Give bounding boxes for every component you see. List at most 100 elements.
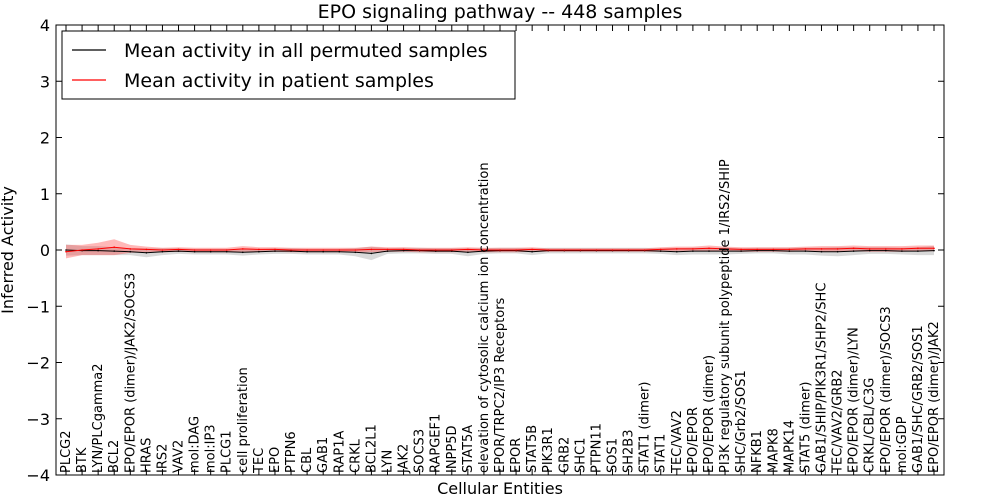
x-category-label: STAT5B bbox=[525, 425, 540, 473]
x-category-label: EPO/EPOR (dimer)/LYN bbox=[847, 327, 862, 473]
point-series-1-15 bbox=[306, 249, 308, 251]
point-series-1-24 bbox=[451, 249, 453, 251]
point-series-0-47 bbox=[820, 250, 823, 253]
point-series-1-1 bbox=[81, 249, 83, 251]
point-series-1-51 bbox=[885, 248, 887, 250]
point-series-1-22 bbox=[418, 249, 421, 251]
point-series-0-24 bbox=[451, 250, 453, 252]
chart-title: EPO signaling pathway -- 448 samples bbox=[318, 1, 683, 23]
x-category-label: GAB1/SHC/GRB2/SOS1 bbox=[911, 325, 926, 473]
x-category-label: CBL bbox=[300, 447, 315, 473]
x-category-label: TEC bbox=[252, 448, 267, 474]
point-series-1-4 bbox=[129, 248, 132, 250]
x-category-label: EPOR/TRPC2/IP3 Receptors bbox=[493, 297, 508, 473]
x-category-label: SOS1 bbox=[606, 438, 621, 473]
x-category-label: BCL2 bbox=[107, 440, 122, 473]
point-series-1-33 bbox=[595, 249, 598, 251]
legend-box bbox=[61, 30, 516, 100]
point-series-0-14 bbox=[290, 250, 292, 252]
x-category-label: CRKL bbox=[348, 438, 363, 473]
x-category-label: elevation of cytosolic calcium ion conce… bbox=[477, 162, 492, 473]
point-series-0-29 bbox=[531, 250, 533, 253]
point-series-1-32 bbox=[579, 249, 582, 251]
point-series-0-20 bbox=[386, 250, 389, 252]
point-series-1-28 bbox=[515, 249, 517, 251]
point-series-1-50 bbox=[868, 248, 871, 250]
x-category-label: PTPN6 bbox=[284, 431, 299, 473]
point-series-1-6 bbox=[161, 249, 164, 251]
x-category-label: BCL2L1 bbox=[364, 424, 379, 473]
point-series-1-48 bbox=[836, 248, 839, 250]
point-series-0-53 bbox=[917, 250, 919, 252]
point-series-0-7 bbox=[177, 250, 180, 252]
point-series-1-29 bbox=[531, 248, 533, 251]
x-category-label: EPO/EPOR (dimer)/JAK2/SOCS3 bbox=[123, 273, 138, 473]
x-category-label: SHC/Grb2/SOS1 bbox=[734, 370, 749, 473]
point-series-1-25 bbox=[467, 248, 469, 251]
x-category-label: MAPK8 bbox=[766, 428, 781, 473]
y-tick-label: 3 bbox=[40, 72, 50, 91]
point-series-0-17 bbox=[338, 250, 341, 253]
point-series-0-5 bbox=[145, 252, 148, 254]
x-category-label: EPO/EPOR bbox=[686, 407, 701, 473]
point-series-1-34 bbox=[611, 249, 614, 251]
point-series-0-23 bbox=[434, 250, 437, 252]
legend-label-permuted: Mean activity in all permuted samples bbox=[124, 40, 487, 62]
x-category-label: MAPK14 bbox=[782, 420, 797, 473]
x-category-label: PIK3R1 bbox=[541, 427, 556, 473]
x-category-label: SHC1 bbox=[573, 438, 588, 473]
legend-label-patient: Mean activity in patient samples bbox=[124, 70, 434, 92]
x-category-label: PI3K regulatory subunit polypeptide 1/IR… bbox=[718, 159, 733, 473]
x-category-label: STAT5 (dimer) bbox=[798, 382, 813, 473]
point-series-0-6 bbox=[161, 250, 164, 253]
point-series-0-52 bbox=[901, 250, 903, 252]
point-series-0-26 bbox=[483, 250, 485, 252]
point-series-0-11 bbox=[242, 251, 244, 254]
point-series-0-54 bbox=[933, 249, 935, 252]
x-category-label: EPO/EPOR (dimer) bbox=[702, 355, 717, 473]
point-series-1-10 bbox=[225, 249, 228, 251]
y-tick-label: −4 bbox=[26, 466, 50, 485]
x-category-label: RAPGEF1 bbox=[429, 414, 444, 473]
point-series-0-25 bbox=[467, 251, 469, 254]
y-axis-ticks: −4 −3 −2 −1 0 1 2 3 4 bbox=[26, 16, 944, 485]
point-series-0-10 bbox=[225, 250, 228, 253]
point-series-1-21 bbox=[402, 248, 405, 251]
y-tick-label: 1 bbox=[40, 185, 50, 204]
point-series-0-21 bbox=[402, 249, 405, 252]
point-series-1-2 bbox=[97, 248, 99, 250]
point-series-1-54 bbox=[933, 247, 935, 250]
point-series-1-30 bbox=[547, 249, 549, 251]
point-series-0-42 bbox=[740, 250, 742, 252]
x-axis-label: Cellular Entities bbox=[437, 479, 563, 498]
point-series-1-52 bbox=[901, 248, 903, 250]
x-category-label: PLCG1 bbox=[220, 430, 235, 473]
point-series-0-46 bbox=[804, 250, 807, 252]
x-category-label: STAT1 bbox=[654, 434, 669, 473]
point-series-0-49 bbox=[852, 250, 855, 252]
x-category-label: EPO bbox=[268, 447, 283, 473]
y-tick-label: −2 bbox=[26, 354, 50, 373]
point-series-0-37 bbox=[659, 250, 662, 252]
point-series-0-2 bbox=[97, 249, 99, 252]
point-series-1-9 bbox=[209, 249, 212, 251]
y-tick-label: 0 bbox=[40, 241, 50, 260]
x-category-label: GAB1 bbox=[316, 437, 331, 473]
point-series-0-40 bbox=[708, 250, 710, 252]
legend: Mean activity in all permuted samples Me… bbox=[61, 30, 516, 100]
x-category-label: mol:IP3 bbox=[204, 424, 219, 473]
point-series-1-36 bbox=[643, 249, 646, 251]
x-category-label: JAK2 bbox=[397, 444, 412, 474]
point-series-0-16 bbox=[322, 250, 325, 253]
point-series-0-45 bbox=[788, 250, 791, 252]
x-category-label: RAP1A bbox=[332, 430, 347, 473]
point-series-0-8 bbox=[193, 250, 196, 253]
x-category-label: STAT5A bbox=[461, 425, 476, 473]
point-series-0-15 bbox=[306, 250, 308, 253]
x-axis-ticks: PLCG2 BTK LYN/PLCgamma2 BCL2 EPO/EPOR (dimer… bbox=[59, 25, 942, 475]
x-category-label: PLCG2 bbox=[59, 430, 74, 473]
x-category-label: TEC/VAV2 bbox=[670, 410, 685, 474]
point-series-1-46 bbox=[804, 248, 807, 250]
y-axis-label: Inferred Activity bbox=[0, 186, 17, 314]
point-series-1-18 bbox=[354, 249, 357, 251]
